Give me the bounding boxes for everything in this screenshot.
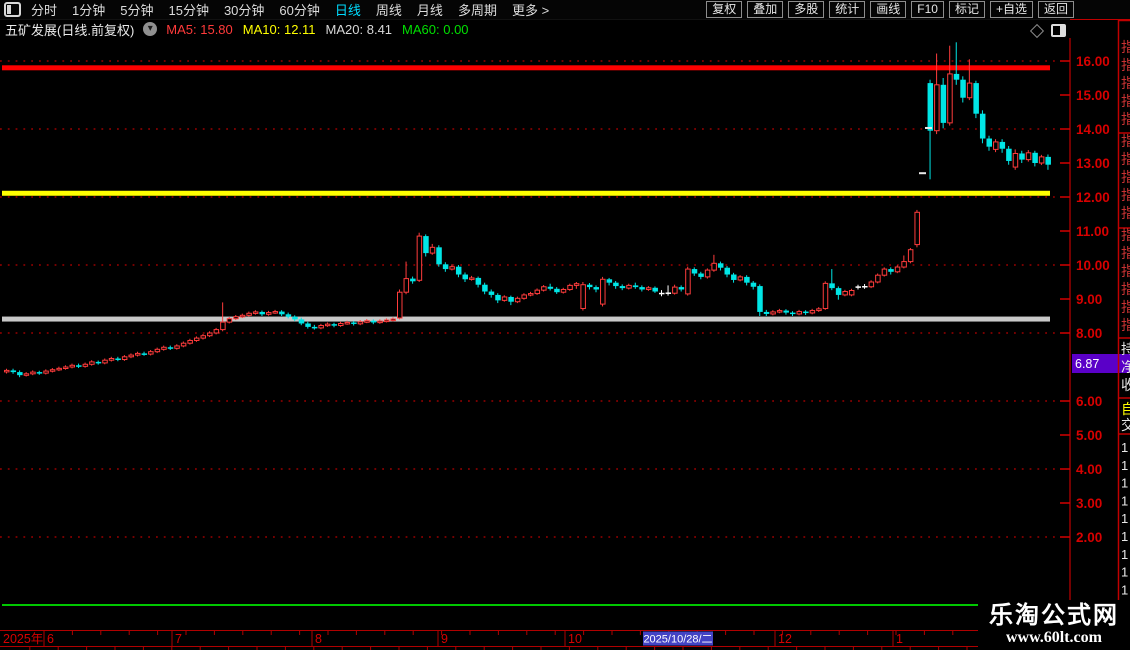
period-item-1[interactable]: 1分钟 [72, 3, 106, 18]
svg-text:指: 指 [1121, 169, 1130, 185]
window-icon[interactable] [4, 2, 21, 17]
stock-title: 五矿发展(日线.前复权) [5, 22, 135, 38]
svg-text:1: 1 [1121, 547, 1128, 562]
period-menu: 分时 1分钟 5分钟 15分钟 30分钟 60分钟 日线 周线 月线 多周期 更多 > [31, 0, 549, 19]
svg-text:10.00: 10.00 [1076, 258, 1110, 273]
svg-text:指: 指 [1121, 111, 1130, 127]
svg-text:12: 12 [778, 632, 792, 646]
svg-text:2025/10/28/二: 2025/10/28/二 [643, 634, 712, 646]
svg-text:6.00: 6.00 [1076, 394, 1102, 409]
svg-text:10: 10 [568, 632, 582, 646]
period-item-2[interactable]: 5分钟 [120, 3, 154, 18]
svg-text:8.00: 8.00 [1076, 326, 1102, 341]
period-item-3[interactable]: 15分钟 [168, 3, 209, 18]
svg-text:指: 指 [1121, 263, 1130, 279]
svg-text:持: 持 [1121, 341, 1130, 357]
svg-text:13.00: 13.00 [1076, 156, 1110, 171]
ma-label-3: MA60: 0.00 [402, 21, 469, 37]
svg-text:1: 1 [1121, 476, 1128, 491]
svg-text:11.00: 11.00 [1076, 224, 1109, 239]
svg-text:15.00: 15.00 [1076, 88, 1110, 103]
svg-text:指: 指 [1121, 57, 1130, 73]
svg-text:指: 指 [1121, 317, 1130, 333]
period-item-8[interactable]: 月线 [416, 3, 443, 18]
svg-text:指: 指 [1121, 299, 1130, 315]
tool-button-8[interactable]: 返回 [1037, 1, 1074, 18]
tool-button-5[interactable]: F10 [911, 1, 944, 18]
svg-text:交: 交 [1121, 417, 1130, 433]
split-panel-icon[interactable] [1051, 24, 1066, 37]
svg-text:1: 1 [1121, 511, 1128, 526]
svg-text:14.00: 14.00 [1076, 122, 1110, 137]
svg-text:1: 1 [1121, 565, 1128, 580]
tool-button-6[interactable]: 标记 [948, 1, 985, 18]
svg-text:1: 1 [1121, 582, 1128, 597]
svg-text:指: 指 [1121, 227, 1130, 243]
svg-text:指: 指 [1121, 245, 1130, 261]
svg-text:1: 1 [1121, 529, 1128, 544]
svg-text:指: 指 [1121, 133, 1130, 149]
svg-text:指: 指 [1121, 39, 1130, 55]
svg-text:1: 1 [1121, 493, 1128, 508]
tool-button-0[interactable]: 复权 [706, 1, 743, 18]
svg-text:指: 指 [1121, 151, 1130, 167]
svg-text:指: 指 [1121, 205, 1130, 221]
tool-button-1[interactable]: 叠加 [747, 1, 784, 18]
watermark-site-name: 乐淘公式网 [989, 602, 1119, 629]
watermark-url: www.60lt.com [1006, 629, 1102, 646]
tool-button-4[interactable]: 画线 [870, 1, 907, 18]
tool-button-3[interactable]: 统计 [829, 1, 866, 18]
svg-text:净: 净 [1121, 359, 1130, 375]
ma-label-1: MA10: 12.11 [242, 21, 316, 37]
svg-text:收: 收 [1121, 377, 1130, 393]
svg-text:指: 指 [1121, 187, 1130, 203]
svg-text:6.87: 6.87 [1075, 357, 1099, 371]
svg-text:6: 6 [47, 632, 54, 646]
period-item-10[interactable]: 更多 > [511, 3, 550, 18]
period-item-0[interactable]: 分时 [31, 3, 58, 18]
period-item-6[interactable]: 日线 [334, 3, 361, 18]
svg-text:8: 8 [315, 632, 322, 646]
svg-text:2025年: 2025年 [3, 632, 43, 646]
svg-text:12.00: 12.00 [1076, 190, 1110, 205]
svg-text:9.00: 9.00 [1076, 292, 1102, 307]
svg-text:自: 自 [1121, 401, 1130, 417]
svg-text:7: 7 [175, 632, 182, 646]
svg-text:16.00: 16.00 [1076, 54, 1110, 69]
svg-text:3.00: 3.00 [1076, 496, 1102, 511]
watermark: 乐淘公式网 www.60lt.com [978, 600, 1130, 650]
titlebar: 五矿发展(日线.前复权) ▾ MA5: 15.80 MA10: 12.11 MA20… [0, 20, 1130, 38]
period-item-4[interactable]: 30分钟 [223, 3, 265, 18]
svg-text:2.00: 2.00 [1076, 530, 1102, 545]
svg-text:指: 指 [1121, 93, 1130, 109]
ma-label-0: MA5: 15.80 [166, 21, 233, 37]
tools-menu: 复权 叠加 多股 统计 画线 F10 标记 +自选 返回 [706, 1, 1074, 18]
menubar: 分时 1分钟 5分钟 15分钟 30分钟 60分钟 日线 周线 月线 多周期 更多 > 复权 叠加 多股… [0, 0, 1130, 20]
tool-button-7[interactable]: +自选 [989, 1, 1033, 18]
svg-text:指: 指 [1121, 281, 1130, 297]
svg-text:4.00: 4.00 [1076, 462, 1102, 477]
svg-text:1: 1 [1121, 458, 1128, 473]
chevron-down-icon[interactable]: ▾ [143, 22, 158, 36]
svg-text:9: 9 [441, 632, 448, 646]
svg-text:指: 指 [1121, 75, 1130, 91]
period-item-7[interactable]: 周线 [375, 3, 402, 18]
period-item-5[interactable]: 60分钟 [279, 3, 320, 18]
period-item-9[interactable]: 多周期 [457, 3, 497, 18]
svg-text:1: 1 [896, 632, 903, 646]
ma-label-2: MA20: 8.41 [325, 21, 393, 37]
titlebar-corner-icons [1029, 23, 1066, 38]
indicator-values: MA5: 15.80 MA10: 12.11 MA20: 8.41 MA60: 0.0… [166, 22, 468, 37]
svg-text:5.00: 5.00 [1076, 428, 1102, 443]
svg-text:1: 1 [1121, 440, 1128, 455]
tool-button-2[interactable]: 多股 [788, 1, 825, 18]
